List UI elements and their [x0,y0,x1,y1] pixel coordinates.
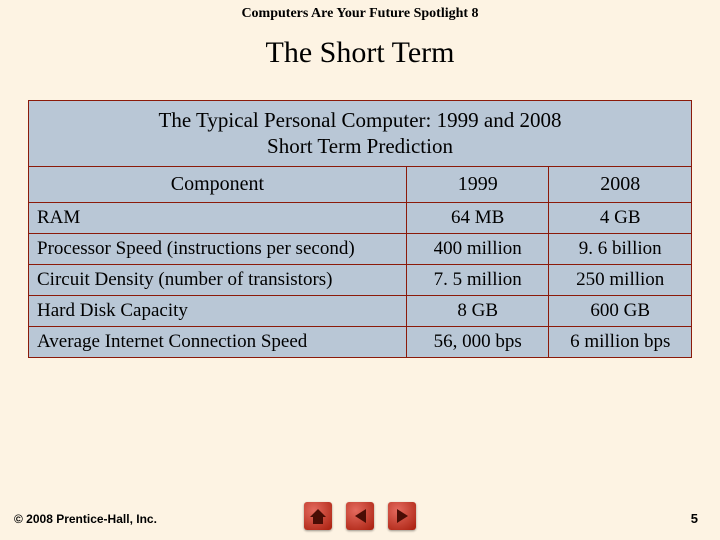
row-2008: 6 million bps [549,326,692,357]
comparison-table: The Typical Personal Computer: 1999 and … [28,100,692,358]
table-header-row: Component 1999 2008 [29,166,692,202]
col-header-component: Component [29,166,407,202]
table-row: Circuit Density (number of transistors) … [29,264,692,295]
col-header-1999: 1999 [406,166,549,202]
row-label: RAM [29,202,407,233]
home-button[interactable] [304,502,332,530]
row-1999: 8 GB [406,295,549,326]
slide-header: Computers Are Your Future Spotlight 8 [0,0,720,22]
table-title-row: The Typical Personal Computer: 1999 and … [29,101,692,167]
row-2008: 4 GB [549,202,692,233]
row-1999: 7. 5 million [406,264,549,295]
page-number: 5 [691,511,698,526]
table-row: RAM 64 MB 4 GB [29,202,692,233]
table-row: Hard Disk Capacity 8 GB 600 GB [29,295,692,326]
table-caption-line2: Short Term Prediction [267,134,453,158]
copyright-text: © 2008 Prentice-Hall, Inc. [14,512,157,526]
table-row: Processor Speed (instructions per second… [29,233,692,264]
table-row: Average Internet Connection Speed 56, 00… [29,326,692,357]
prev-button[interactable] [346,502,374,530]
row-1999: 56, 000 bps [406,326,549,357]
row-label: Hard Disk Capacity [29,295,407,326]
arrow-left-icon [355,509,366,523]
row-1999: 400 million [406,233,549,264]
slide-footer: © 2008 Prentice-Hall, Inc. 5 [0,496,720,530]
next-button[interactable] [388,502,416,530]
arrow-right-icon [397,509,408,523]
row-label: Processor Speed (instructions per second… [29,233,407,264]
col-header-2008: 2008 [549,166,692,202]
comparison-table-container: The Typical Personal Computer: 1999 and … [28,100,692,358]
nav-buttons [304,502,416,530]
row-2008: 9. 6 billion [549,233,692,264]
row-2008: 250 million [549,264,692,295]
home-icon [310,509,326,524]
row-1999: 64 MB [406,202,549,233]
slide-title: The Short Term [0,36,720,70]
row-label: Circuit Density (number of transistors) [29,264,407,295]
table-caption-line1: The Typical Personal Computer: 1999 and … [159,108,562,132]
row-2008: 600 GB [549,295,692,326]
row-label: Average Internet Connection Speed [29,326,407,357]
